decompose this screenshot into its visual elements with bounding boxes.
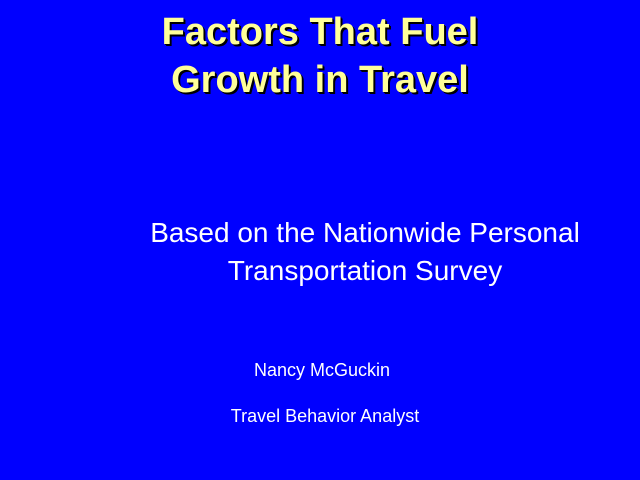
slide-subtitle: Based on the Nationwide Personal Transpo… [90, 214, 640, 290]
slide-title-line-1: Factors That Fuel [161, 11, 479, 53]
slide-title-line-2: Growth in Travel [171, 59, 469, 101]
author-name: Nancy McGuckin [253, 360, 391, 380]
author-role: Travel Behavior Analyst [230, 406, 420, 426]
slide-subtitle-line-1: Based on the Nationwide Personal [150, 217, 580, 248]
slide-title: Factors That Fuel Growth in Travel [20, 8, 620, 104]
slide-subtitle-line-2: Transportation Survey [227, 255, 503, 286]
